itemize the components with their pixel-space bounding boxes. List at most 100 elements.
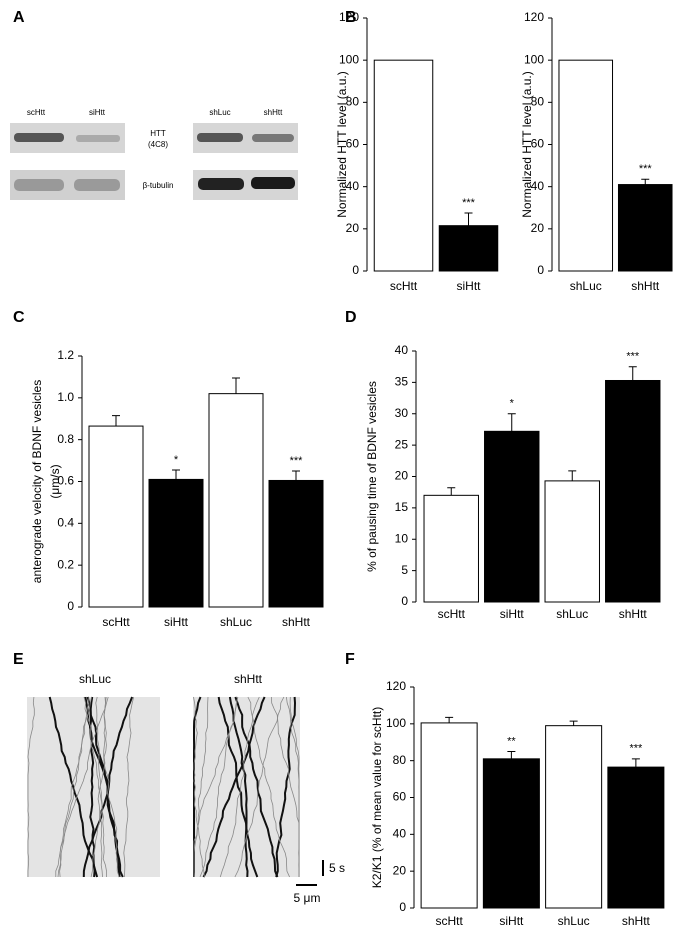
row-label: β-tubulin [143,181,174,190]
y-tick-label: 0 [352,263,359,277]
error-bar [507,750,516,759]
kymograph-trace [228,696,249,878]
error-bar [628,366,637,381]
x-tick-label: siHtt [500,607,525,621]
kymograph-trace [234,696,279,878]
bar [607,766,665,909]
y-tick-label: 20 [395,469,409,483]
y-tick-label: 40 [346,179,360,193]
error-bar [172,469,180,480]
kymograph-trace [247,696,290,878]
error-bar [292,470,300,481]
y-tick-label: 100 [339,52,359,66]
error-bar [112,415,120,427]
blot-band [14,179,64,191]
y-tick-label: 60 [393,790,407,804]
bar [484,430,540,603]
x-tick-label: scHtt [390,279,418,293]
bar [482,758,540,909]
kymograph-trace [202,696,266,878]
x-tick-label: shLuc [558,914,590,928]
y-axis-label: anterograde velocity of BDNF vesicles [30,380,44,583]
bar [544,480,600,603]
y-tick-label: 35 [395,375,409,389]
error-bar [447,487,456,496]
kymograph-trace [83,696,107,878]
error-bar [464,212,473,226]
kymograph-label: shLuc [79,672,111,686]
y-tick-label: 25 [395,437,409,451]
bar [420,722,478,909]
y-tick-label: 80 [531,95,545,109]
bar [558,59,614,272]
y-tick-label: 20 [531,221,545,235]
x-tick-label: siHtt [499,914,524,928]
panel-label: E [13,651,24,668]
error-bar [232,377,240,394]
bar [605,379,661,603]
error-bar [445,716,454,723]
y-tick-label: 0 [537,263,544,277]
scale-label: 5 μm [294,891,321,905]
y-tick-label: 0.4 [57,516,74,530]
x-tick-label: shHtt [282,615,311,629]
x-tick-label: scHtt [102,615,130,629]
significance-label: *** [639,163,653,175]
kymograph-trace [217,696,259,878]
y-tick-label: 60 [346,137,360,151]
significance-label: *** [462,197,476,209]
kymograph-trace [123,696,135,878]
y-tick-label: 40 [395,343,409,357]
bar [208,393,264,608]
error-bar [631,758,640,768]
kymograph-trace [48,696,99,878]
panel-label: C [13,309,25,326]
x-tick-label: shHtt [631,279,660,293]
bar [268,479,324,608]
y-tick-label: 120 [524,10,544,24]
y-axis-label: % of pausing time of BDNF vesicles [365,381,379,572]
scale-label: 5 s [329,861,345,875]
kymograph-trace [193,696,205,878]
y-tick-label: 120 [339,10,359,24]
error-bar [507,413,516,432]
blot-band [252,134,294,142]
blot-band [197,133,243,142]
kymographs: shLuc shHtt 5 s 5 μm [27,672,345,905]
y-tick-label: 1.2 [57,348,74,362]
y-tick-label: 15 [395,500,409,514]
kymograph-trace [234,696,285,878]
kymograph-trace [55,697,90,877]
lane-label: scHtt [27,108,46,117]
significance-label: * [174,454,179,466]
x-tick-label: shHtt [619,607,648,621]
blot-band [198,178,244,190]
y-tick-label: 100 [524,52,544,66]
kymograph-trace [199,696,239,878]
x-tick-label: siHtt [164,615,189,629]
kymograph-trace [57,696,107,878]
y-tick-label: 40 [393,827,407,841]
kymograph-label: shHtt [234,672,263,686]
x-tick-label: scHtt [435,914,463,928]
error-bar [569,720,578,726]
y-tick-label: 100 [386,716,406,730]
kymograph-trace [289,696,300,877]
y-tick-label: 60 [531,137,545,151]
y-axis-label: Normalized HTT level (a.u.) [520,71,534,217]
significance-label: *** [290,455,304,467]
y-tick-label: 20 [346,221,360,235]
panel-label: F [345,651,355,668]
y-tick-label: 120 [386,679,406,693]
x-tick-label: siHtt [457,279,482,293]
x-tick-label: shLuc [570,279,602,293]
blot-band [251,177,295,189]
y-tick-label: 80 [346,95,360,109]
kymograph-trace [193,696,239,877]
y-tick-label: 0 [67,599,74,613]
y-tick-label: 0.8 [57,432,74,446]
panel-label: D [345,309,357,326]
significance-label: ** [507,735,516,747]
